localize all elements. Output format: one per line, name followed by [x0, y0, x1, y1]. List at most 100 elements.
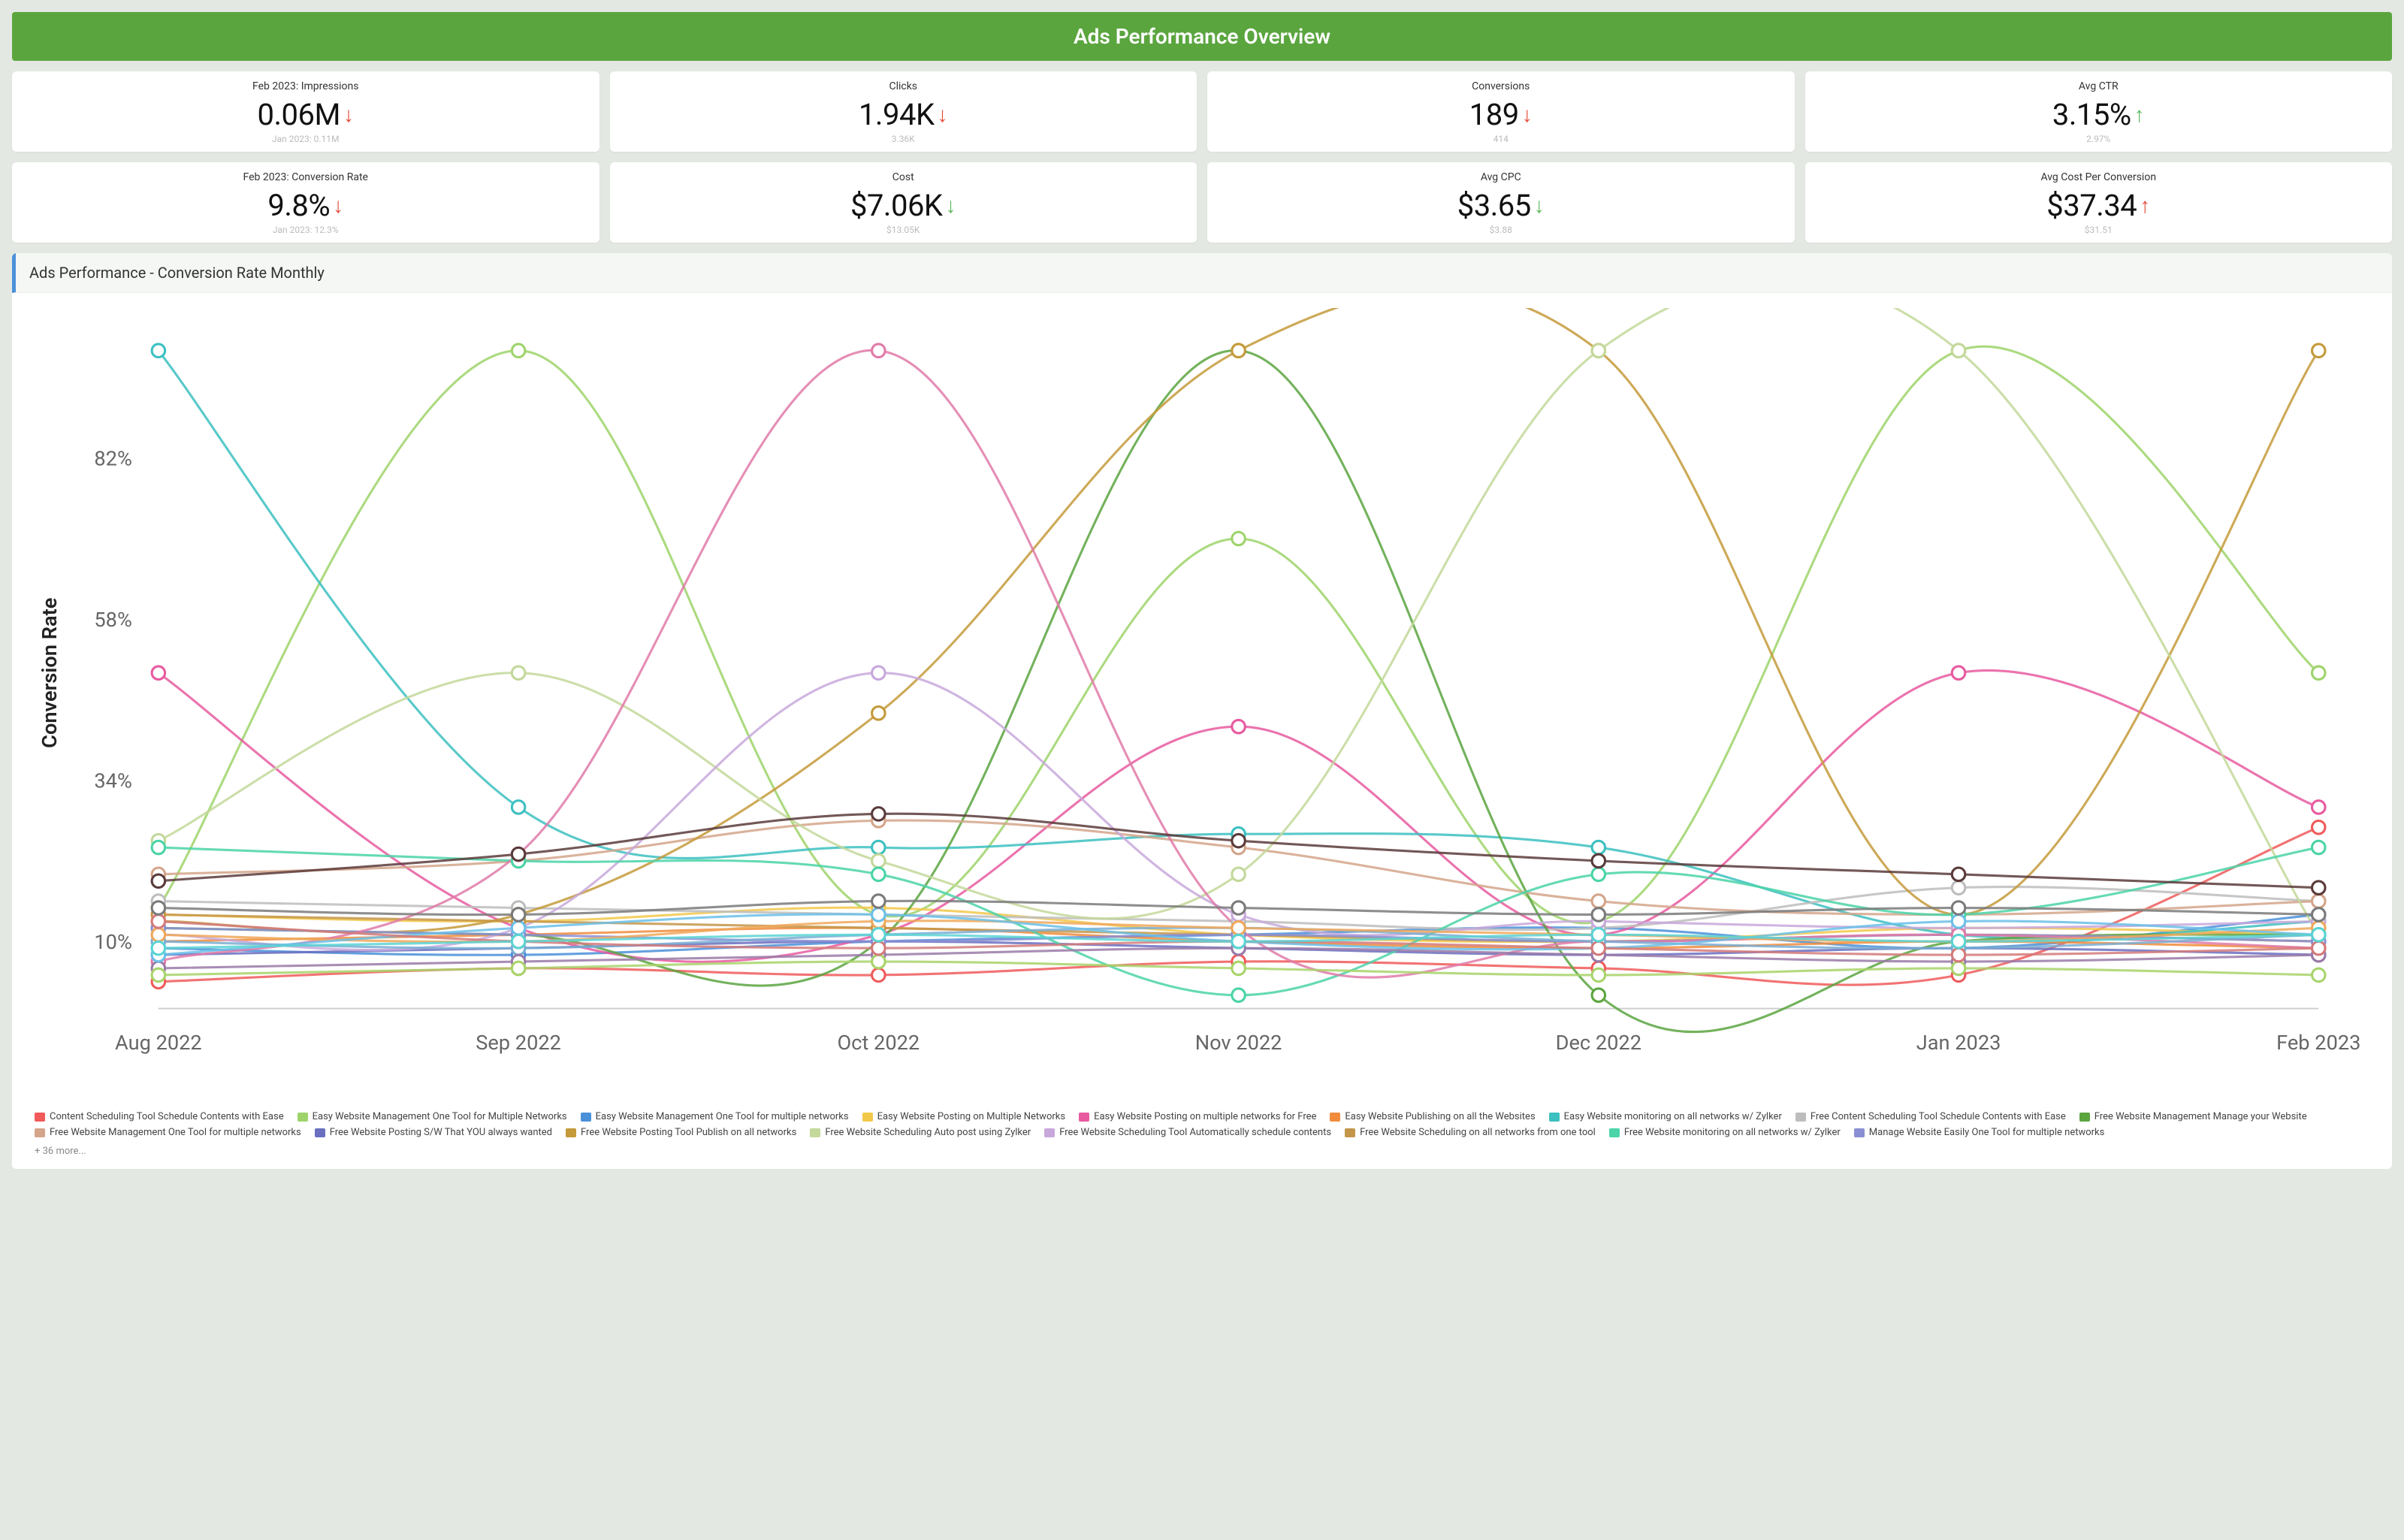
kpi-value: 189 [1469, 97, 1519, 132]
kpi-value: 0.06M [258, 97, 340, 132]
svg-text:Conversion Rate: Conversion Rate [38, 598, 62, 748]
legend-item[interactable]: Easy Website Management One Tool for mul… [581, 1111, 849, 1122]
svg-text:58%: 58% [94, 608, 131, 632]
legend-item[interactable]: Free Website Management Manage your Webs… [2079, 1111, 2307, 1122]
chart-legend: Content Scheduling Tool Schedule Content… [12, 1104, 2392, 1169]
legend-item[interactable]: Free Website Scheduling on all networks … [1345, 1127, 1596, 1138]
svg-text:Feb 2023: Feb 2023 [2276, 1031, 2360, 1055]
legend-swatch-icon [1079, 1113, 1089, 1122]
legend-swatch-icon [1330, 1113, 1340, 1122]
kpi-comparison: $3.88 [1219, 225, 1783, 235]
legend-swatch-icon [810, 1128, 820, 1137]
kpi-title: Avg Cost Per Conversion [1817, 171, 2381, 183]
legend-item[interactable]: Easy Website Management One Tool for Mul… [297, 1111, 567, 1122]
legend-swatch-icon [35, 1128, 45, 1137]
kpi-comparison: $13.05K [622, 225, 1185, 235]
chart-body: 10% 34% 58% 82% Conversion Rate Aug 2022 Sep 2… [12, 293, 2392, 1104]
kpi-value: $7.06K [850, 188, 943, 223]
legend-item[interactable]: Free Website Posting Tool Publish on all… [566, 1127, 796, 1138]
kpi-card: Avg CPC$3.65↓$3.88 [1207, 162, 1795, 243]
legend-item[interactable]: Easy Website monitoring on all networks … [1549, 1111, 1782, 1122]
kpi-card: Feb 2023: Impressions 0.06M↓ Jan 2023: 0.1… [12, 71, 599, 152]
legend-swatch-icon [581, 1113, 591, 1122]
svg-text:10%: 10% [94, 930, 131, 954]
legend-label: Easy Website Management One Tool for Mul… [313, 1111, 567, 1122]
conversion-rate-chart: 10% 34% 58% 82% Conversion Rate Aug 2022 Sep 2… [27, 308, 2377, 1096]
kpi-comparison: 3.36K [622, 134, 1185, 144]
legend-swatch-icon [1854, 1128, 1865, 1137]
legend-label: Free Content Scheduling Tool Schedule Co… [1811, 1111, 2066, 1122]
kpi-comparison: Jan 2023: 0.11M [24, 134, 587, 144]
svg-text:Aug 2022: Aug 2022 [115, 1031, 202, 1055]
legend-label: Free Website Scheduling Tool Automatical… [1059, 1127, 1331, 1138]
legend-label: Easy Website Publishing on all the Websi… [1345, 1111, 1535, 1122]
kpi-grid: Feb 2023: Impressions0.06M↓Jan 2023: 0.1… [12, 71, 2392, 243]
kpi-value: $37.34 [2046, 188, 2137, 223]
legend-label: Easy Website Posting on Multiple Network… [877, 1111, 1065, 1122]
legend-label: Easy Website Posting on multiple network… [1094, 1111, 1316, 1122]
legend-item[interactable]: Content Scheduling Tool Schedule Content… [35, 1111, 284, 1122]
legend-item[interactable]: Manage Website Easily One Tool for multi… [1854, 1127, 2105, 1138]
legend-swatch-icon [35, 1113, 45, 1122]
kpi-card: Conversions 189↓ 414 [1207, 71, 1795, 152]
trend-arrow-icon: ↑ [2134, 102, 2145, 127]
legend-item[interactable]: Easy Website Posting on multiple network… [1079, 1111, 1316, 1122]
kpi-value: 1.94K [859, 97, 935, 132]
legend-swatch-icon [1345, 1128, 1355, 1137]
trend-arrow-icon: ↓ [333, 193, 343, 218]
legend-item[interactable]: Free Website monitoring on all networks … [1609, 1127, 1841, 1138]
legend-swatch-icon [2079, 1113, 2090, 1122]
kpi-value: 3.15% [2052, 97, 2131, 132]
svg-text:34%: 34% [94, 768, 131, 793]
chart-title: Ads Performance - Conversion Rate Monthl… [12, 253, 2392, 293]
svg-text:Dec 2022: Dec 2022 [1556, 1031, 1641, 1055]
legend-item[interactable]: Free Website Posting S/W That YOU always… [315, 1127, 552, 1138]
trend-arrow-icon: ↓ [343, 102, 354, 127]
page-title-banner: Ads Performance Overview [12, 12, 2392, 61]
chart-card: Ads Performance - Conversion Rate Monthl… [12, 253, 2392, 1169]
kpi-title: Feb 2023: Impressions [24, 80, 587, 92]
legend-label: Easy Website monitoring on all networks … [1564, 1111, 1782, 1122]
legend-label: Free Website monitoring on all networks … [1624, 1127, 1841, 1138]
svg-text:Sep 2022: Sep 2022 [476, 1031, 561, 1055]
legend-label: Free Website Scheduling on all networks … [1360, 1127, 1596, 1138]
kpi-value: $3.65 [1457, 188, 1531, 223]
legend-label: Free Website Management Manage your Webs… [2094, 1111, 2307, 1122]
kpi-title: Cost [622, 171, 1185, 183]
legend-item[interactable]: Free Website Management One Tool for mul… [35, 1127, 301, 1138]
kpi-comparison: $31.51 [1817, 225, 2381, 235]
kpi-title: Avg CTR [1817, 80, 2381, 92]
legend-label: Free Website Posting Tool Publish on all… [581, 1127, 796, 1138]
legend-swatch-icon [1609, 1128, 1620, 1137]
legend-label: Free Website Scheduling Auto post using … [825, 1127, 1031, 1138]
svg-text:82%: 82% [94, 446, 131, 470]
kpi-title: Avg CPC [1219, 171, 1783, 183]
legend-label: Easy Website Management One Tool for mul… [596, 1111, 849, 1122]
trend-arrow-icon: ↓ [1522, 102, 1533, 127]
trend-arrow-icon: ↑ [2140, 193, 2150, 218]
svg-text:Nov 2022: Nov 2022 [1195, 1031, 1282, 1055]
svg-text:Oct 2022: Oct 2022 [837, 1031, 920, 1055]
kpi-comparison: Jan 2023: 12.3% [24, 225, 587, 235]
trend-arrow-icon: ↓ [946, 193, 956, 218]
legend-item[interactable]: Free Content Scheduling Tool Schedule Co… [1795, 1111, 2066, 1122]
kpi-card: Feb 2023: Conversion Rate9.8%↓Jan 2023: … [12, 162, 599, 243]
kpi-comparison: 2.97% [1817, 134, 2381, 144]
legend-swatch-icon [862, 1113, 873, 1122]
legend-swatch-icon [297, 1113, 308, 1122]
legend-swatch-icon [1044, 1128, 1055, 1137]
legend-label: Manage Website Easily One Tool for multi… [1869, 1127, 2105, 1138]
legend-item[interactable]: Easy Website Posting on Multiple Network… [862, 1111, 1065, 1122]
legend-more[interactable]: + 36 more... [35, 1143, 2369, 1157]
legend-item[interactable]: Free Website Scheduling Auto post using … [810, 1127, 1031, 1138]
legend-item[interactable]: Free Website Scheduling Tool Automatical… [1044, 1127, 1331, 1138]
kpi-comparison: 414 [1219, 134, 1783, 144]
kpi-card: Clicks 1.94K↓ 3.36K [610, 71, 1197, 152]
legend-swatch-icon [1795, 1113, 1806, 1122]
trend-arrow-icon: ↓ [938, 102, 948, 127]
kpi-value: 9.8% [267, 188, 330, 223]
kpi-title: Clicks [622, 80, 1185, 92]
kpi-title: Conversions [1219, 80, 1783, 92]
legend-label: Content Scheduling Tool Schedule Content… [50, 1111, 284, 1122]
legend-item[interactable]: Easy Website Publishing on all the Websi… [1330, 1111, 1535, 1122]
